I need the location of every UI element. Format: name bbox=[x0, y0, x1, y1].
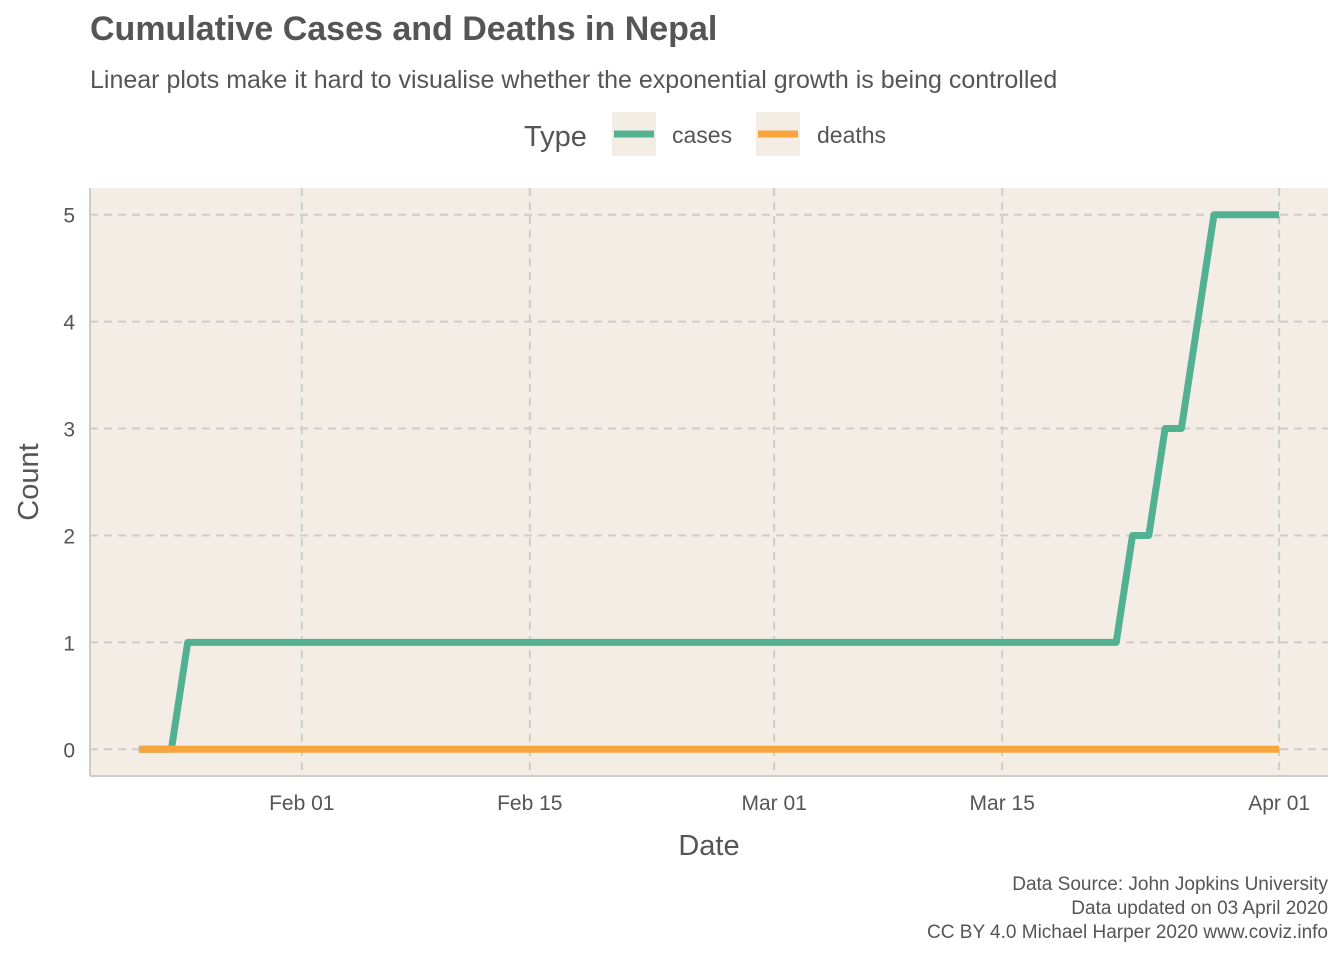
y-tick-label: 2 bbox=[63, 525, 75, 548]
y-axis-ticks: 0 1 2 3 4 5 bbox=[63, 205, 75, 763]
legend-title: Type bbox=[524, 121, 587, 153]
y-tick-label: 1 bbox=[63, 632, 75, 655]
x-axis-ticks: Feb 01 Feb 15 Mar 01 Mar 15 Apr 01 bbox=[269, 792, 1310, 815]
series-line-cases bbox=[138, 211, 1280, 753]
y-tick-label: 4 bbox=[63, 312, 75, 335]
x-tick-label: Apr 01 bbox=[1248, 792, 1310, 815]
legend: Type cases deaths bbox=[524, 112, 886, 156]
x-tick-label: Feb 01 bbox=[269, 792, 334, 815]
chart-title: Cumulative Cases and Deaths in Nepal bbox=[90, 10, 718, 48]
legend-label-deaths: deaths bbox=[817, 122, 886, 148]
x-axis-title: Date bbox=[678, 830, 739, 862]
x-tick-label: Feb 15 bbox=[497, 792, 562, 815]
line-chart: Feb 01 Feb 15 Mar 01 Mar 15 Apr 01 0 1 2 3 4 5 Da… bbox=[13, 112, 1328, 862]
y-tick-label: 5 bbox=[63, 205, 75, 228]
caption: Data Source: John Jopkins University Dat… bbox=[927, 873, 1328, 945]
plot-panel bbox=[90, 188, 1328, 776]
y-tick-label: 0 bbox=[63, 739, 75, 762]
caption-license: CC BY 4.0 Michael Harper 2020 www.coviz.… bbox=[927, 922, 1328, 943]
caption-updated: Data updated on 03 April 2020 bbox=[1071, 898, 1328, 919]
series-layer bbox=[138, 211, 1280, 753]
y-axis-title: Count bbox=[13, 443, 45, 520]
y-tick-label: 3 bbox=[63, 419, 75, 442]
caption-source: Data Source: John Jopkins University bbox=[1012, 874, 1328, 895]
x-tick-label: Mar 15 bbox=[970, 792, 1035, 815]
legend-label-cases: cases bbox=[672, 122, 732, 148]
x-tick-label: Mar 01 bbox=[741, 792, 806, 815]
chart-subtitle: Linear plots make it hard to visualise w… bbox=[90, 66, 1058, 94]
